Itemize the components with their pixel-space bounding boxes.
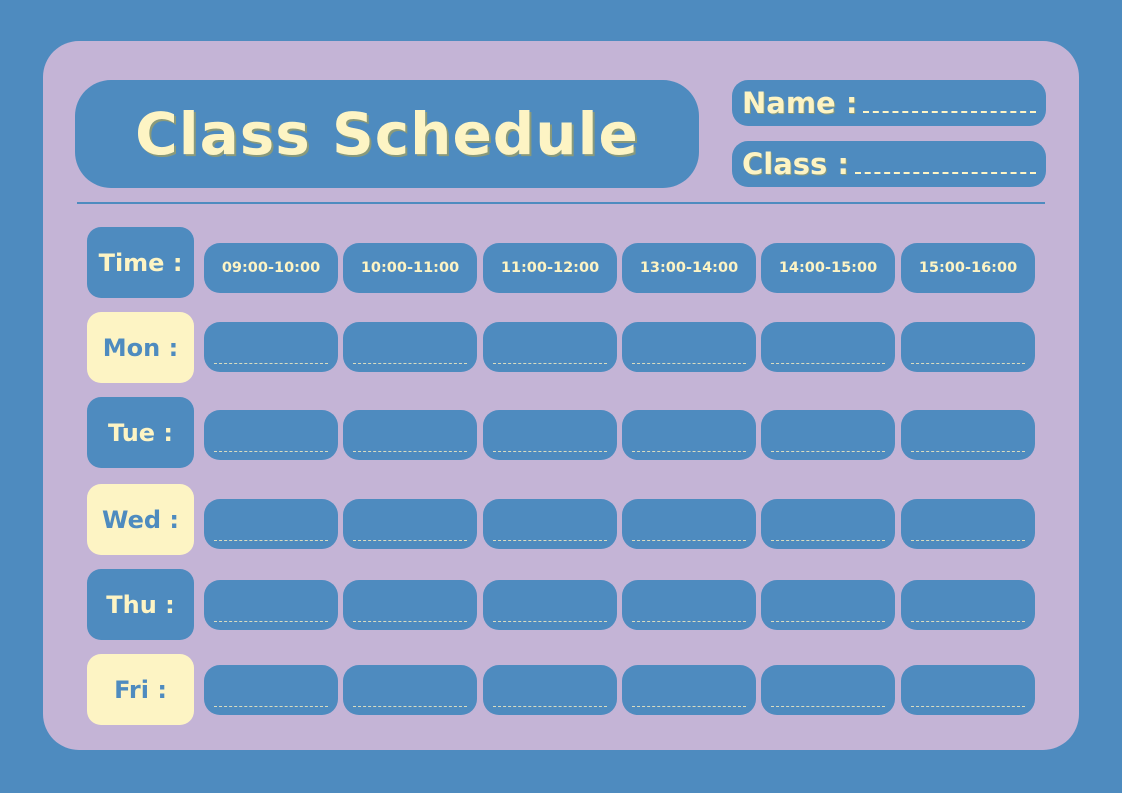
schedule-cell[interactable] [761, 322, 895, 372]
time-slot-label: 10:00-11:00 [360, 260, 460, 276]
time-slot-label: 11:00-12:00 [500, 260, 600, 276]
title-banner: Class Schedule [75, 80, 699, 188]
schedule-cell[interactable] [204, 410, 338, 460]
cell-blank-line [911, 706, 1025, 707]
cell-blank-line [911, 540, 1025, 541]
day-label: Thu : [87, 569, 194, 640]
time-slot-label: 13:00-14:00 [639, 260, 739, 276]
schedule-cell[interactable] [901, 580, 1035, 630]
schedule-cell[interactable] [343, 322, 477, 372]
schedule-cell[interactable] [761, 580, 895, 630]
schedule-cell[interactable] [483, 499, 617, 549]
schedule-cell[interactable] [622, 322, 756, 372]
cell-blank-line [493, 451, 607, 452]
schedule-cell[interactable] [761, 665, 895, 715]
cell-blank-line [214, 451, 328, 452]
schedule-cell[interactable] [204, 580, 338, 630]
cell-blank-line [911, 621, 1025, 622]
cell-blank-line [353, 621, 467, 622]
schedule-cell[interactable] [204, 322, 338, 372]
cell-blank-line [911, 451, 1025, 452]
cell-blank-line [632, 363, 746, 364]
schedule-cell[interactable] [483, 322, 617, 372]
cell-blank-line [353, 451, 467, 452]
schedule-cell[interactable] [761, 499, 895, 549]
schedule-cell[interactable] [483, 410, 617, 460]
schedule-cell[interactable] [483, 580, 617, 630]
cell-blank-line [493, 706, 607, 707]
schedule-cell[interactable] [483, 665, 617, 715]
cell-blank-line [353, 540, 467, 541]
cell-blank-line [353, 363, 467, 364]
cell-blank-line [911, 363, 1025, 364]
day-label: Wed : [87, 484, 194, 555]
schedule-cell[interactable] [901, 410, 1035, 460]
cell-blank-line [771, 540, 885, 541]
schedule-cell[interactable] [901, 322, 1035, 372]
schedule-cell[interactable] [622, 410, 756, 460]
divider [77, 202, 1045, 204]
schedule-cell[interactable] [343, 665, 477, 715]
cell-blank-line [632, 621, 746, 622]
cell-blank-line [771, 621, 885, 622]
class-label: Class : [742, 147, 850, 181]
cell-blank-line [214, 706, 328, 707]
schedule-cell[interactable] [901, 665, 1035, 715]
cell-blank-line [493, 363, 607, 364]
schedule-cell[interactable] [343, 410, 477, 460]
time-label: Time : [87, 227, 194, 298]
day-label: Tue : [87, 397, 194, 468]
cell-blank-line [493, 621, 607, 622]
time-slot-label: 14:00-15:00 [778, 260, 878, 276]
page-title: Class Schedule [135, 100, 639, 168]
schedule-cell[interactable] [204, 665, 338, 715]
schedule-cell[interactable] [343, 580, 477, 630]
cell-blank-line [632, 706, 746, 707]
cell-blank-line [632, 451, 746, 452]
time-slot-label: 09:00-10:00 [221, 260, 321, 276]
name-field[interactable]: Name : [732, 80, 1046, 126]
cell-blank-line [771, 363, 885, 364]
time-slot: 10:00-11:00 [343, 243, 477, 293]
cell-blank-line [632, 540, 746, 541]
cell-blank-line [214, 363, 328, 364]
cell-blank-line [771, 451, 885, 452]
cell-blank-line [214, 621, 328, 622]
schedule-cell[interactable] [204, 499, 338, 549]
cell-blank-line [771, 706, 885, 707]
time-slot: 15:00-16:00 [901, 243, 1035, 293]
time-slot: 09:00-10:00 [204, 243, 338, 293]
name-blank-line[interactable] [863, 111, 1036, 113]
schedule-cell[interactable] [901, 499, 1035, 549]
cell-blank-line [353, 706, 467, 707]
cell-blank-line [214, 540, 328, 541]
time-slot: 13:00-14:00 [622, 243, 756, 293]
day-label: Mon : [87, 312, 194, 383]
schedule-cell[interactable] [343, 499, 477, 549]
schedule-cell[interactable] [622, 499, 756, 549]
class-field[interactable]: Class : [732, 141, 1046, 187]
class-blank-line[interactable] [855, 172, 1036, 174]
time-slot: 11:00-12:00 [483, 243, 617, 293]
schedule-cell[interactable] [622, 580, 756, 630]
name-label: Name : [742, 86, 858, 120]
time-slot: 14:00-15:00 [761, 243, 895, 293]
day-label: Fri : [87, 654, 194, 725]
cell-blank-line [493, 540, 607, 541]
schedule-cell[interactable] [622, 665, 756, 715]
schedule-cell[interactable] [761, 410, 895, 460]
time-slot-label: 15:00-16:00 [918, 260, 1018, 276]
